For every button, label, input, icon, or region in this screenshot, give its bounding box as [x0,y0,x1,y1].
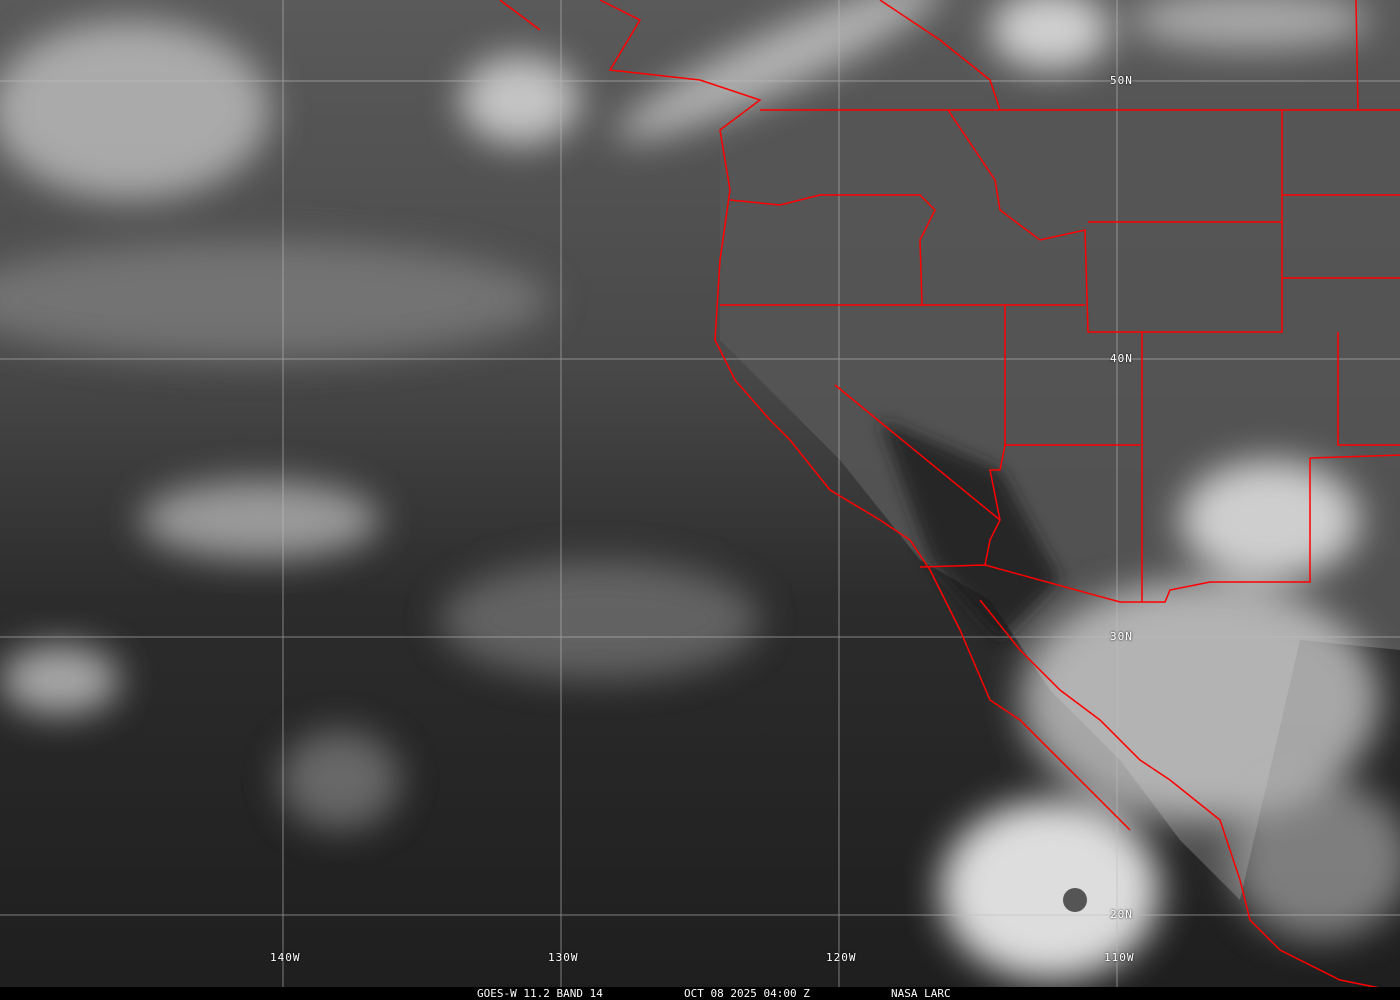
datetime-label: OCT 08 2025 04:00 Z [684,987,810,1000]
coastline [499,0,1391,991]
latitude-label: 30N [1110,630,1133,643]
longitude-label: 140W [270,951,301,964]
hurricane-eye [1063,888,1087,912]
latitude-label: 50N [1110,74,1133,87]
longitude-label: 120W [826,951,857,964]
satellite-band-label: GOES-W 11.2 BAND 14 [477,987,603,1000]
latitude-label: 40N [1110,352,1133,365]
longitude-label: 130W [548,951,579,964]
state-borders [720,0,1400,603]
longitude-label: 110W [1104,951,1135,964]
us-canada-border [760,0,1400,111]
latitude-label: 20N [1110,908,1133,921]
source-label: NASA LARC [891,987,951,1000]
caption-bar: GOES-W 11.2 BAND 14 OCT 08 2025 04:00 Z … [0,987,1400,1000]
desert-dark-region [880,420,1060,640]
political-borders [499,0,1400,991]
